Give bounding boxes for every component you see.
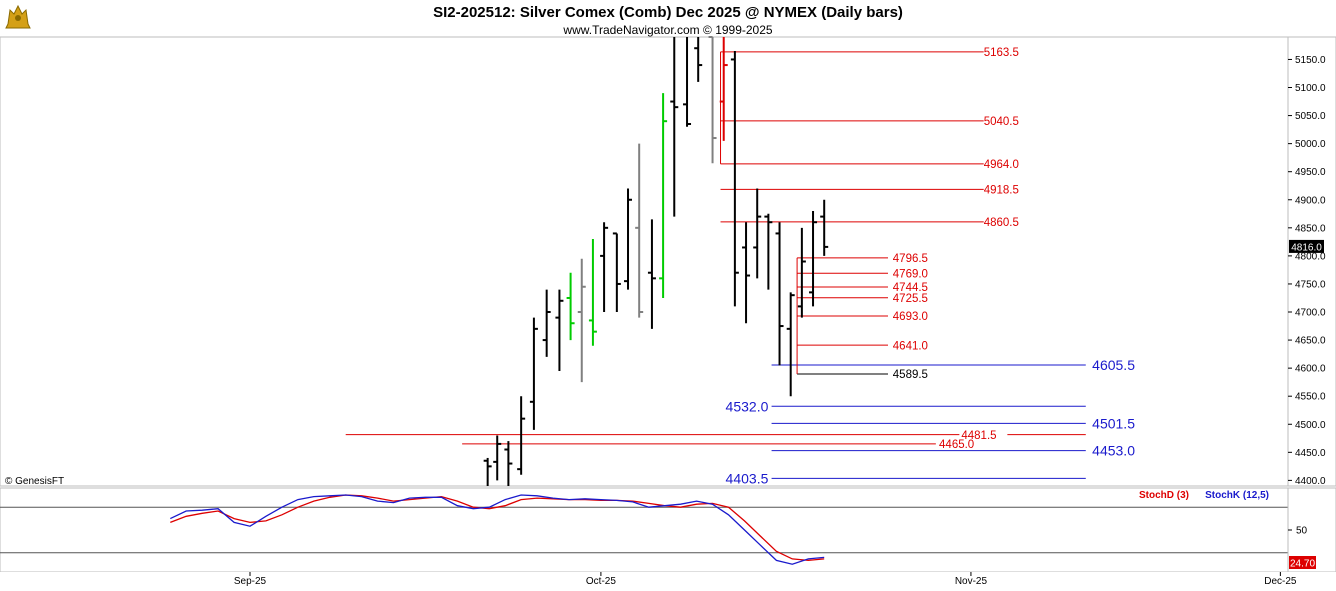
price-tick-label: 4650.0 <box>1295 336 1326 347</box>
ohlc-bar <box>694 37 703 82</box>
price-tick-label: 5050.0 <box>1295 111 1326 122</box>
level-label-4605.5: 4605.5 <box>1092 357 1135 373</box>
level-label-5040.5: 5040.5 <box>984 116 1019 128</box>
price-tick-label: 4400.0 <box>1295 476 1326 487</box>
date-tick-label: Oct-25 <box>586 576 616 587</box>
ohlc-bar <box>624 188 633 290</box>
level-label-4465.0: 4465.0 <box>939 439 974 451</box>
date-tick-label: Dec-25 <box>1264 576 1297 587</box>
ohlc-bar <box>786 292 795 397</box>
date-tick-label: Sep-25 <box>234 576 267 587</box>
golden-bull-icon <box>2 1 34 33</box>
price-tick-label: 5100.0 <box>1295 83 1326 94</box>
ohlc-bar <box>577 258 586 383</box>
price-bars <box>483 36 829 486</box>
ohlc-bar <box>647 219 656 329</box>
stoch-plot-area <box>0 487 1289 573</box>
level-label-5163.5: 5163.5 <box>984 47 1019 59</box>
ohlc-bar <box>764 213 773 290</box>
ohlc-bar <box>588 239 597 346</box>
level-label-4589.5: 4589.5 <box>893 369 928 381</box>
level-label-4481.5: 4481.5 <box>961 430 996 442</box>
price-tick-label: 4800.0 <box>1295 251 1326 262</box>
level-label-4725.5: 4725.5 <box>893 293 928 305</box>
level-label-4641.0: 4641.0 <box>893 340 928 352</box>
price-tick-label: 4700.0 <box>1295 308 1326 319</box>
level-label-4744.5: 4744.5 <box>893 282 928 294</box>
chart-title: SI2-202512: Silver Comex (Comb) Dec 2025… <box>433 4 903 21</box>
level-label-4964.0: 4964.0 <box>984 159 1019 171</box>
stoch-last-value: 24.70 <box>1290 559 1315 570</box>
price-tick-label: 4750.0 <box>1295 279 1326 290</box>
ohlc-bar <box>797 227 806 318</box>
ohlc-bar <box>555 289 564 371</box>
level-label-4532.0: 4532.0 <box>726 398 769 414</box>
ohlc-bar <box>483 457 492 486</box>
price-axis: 4400.0 4450.0 4500.0 4550.0 4600.0 4650.0 4700… <box>1287 36 1336 487</box>
price-tick-label: 4500.0 <box>1295 420 1326 431</box>
ohlc-bar <box>529 317 538 430</box>
stoch-series-d <box>170 494 825 562</box>
price-tick-label: 4550.0 <box>1295 392 1326 403</box>
level-label-4769.0: 4769.0 <box>893 268 928 280</box>
last-price-tag: 4816.0 <box>1289 239 1324 253</box>
stoch-reference-lines <box>0 506 1288 554</box>
chart-subtitle: www.TradeNavigator.com © 1999-2025 <box>562 23 772 37</box>
stoch-value-tag: 24.70 <box>1289 556 1316 570</box>
ohlc-bar <box>809 210 818 307</box>
ohlc-bar <box>504 441 513 486</box>
ohlc-bar <box>670 37 679 217</box>
level-label-4918.5: 4918.5 <box>984 185 1019 197</box>
price-tick-label: 4950.0 <box>1295 167 1326 178</box>
last-price-value: 4816.0 <box>1291 242 1322 253</box>
watermark: © GenesisFT <box>5 476 64 487</box>
price-tick-label: 4600.0 <box>1295 364 1326 375</box>
legend-stoch-k: StochK (12,5) <box>1205 490 1269 501</box>
price-tick-label: 4850.0 <box>1295 223 1326 234</box>
stoch-panel: StochD (3) StochK (12,5) 50 24.70 <box>0 487 1336 573</box>
price-tick-label: 4900.0 <box>1295 195 1326 206</box>
ohlc-bar <box>708 36 717 164</box>
ohlc-bar <box>683 37 692 127</box>
level-label-4501.5: 4501.5 <box>1092 415 1135 431</box>
stoch-axis-ticks: 50 <box>1288 526 1308 537</box>
level-label-4403.5: 4403.5 <box>726 470 769 486</box>
ohlc-bar <box>635 143 644 318</box>
stoch-legend: StochD (3) StochK (12,5) <box>1139 490 1269 501</box>
level-label-4796.5: 4796.5 <box>893 253 928 265</box>
date-axis: Sep-25 Oct-25 Nov-25 Dec-25 <box>0 572 1336 591</box>
header: SI2-202512: Silver Comex (Comb) Dec 2025… <box>2 1 903 37</box>
ohlc-bar <box>493 435 502 481</box>
price-tick-label: 4450.0 <box>1295 448 1326 459</box>
price-panel: 5163.5 5040.5 4964.0 4918.5 4860.5 4796.5 4769… <box>0 36 1289 487</box>
ohlc-bar <box>517 396 526 475</box>
ohlc-bar <box>659 93 668 298</box>
ohlc-bar <box>753 188 762 279</box>
ohlc-bar <box>742 222 751 324</box>
stoch-series-k <box>170 494 825 565</box>
price-levels: 5163.5 5040.5 4964.0 4918.5 4860.5 4796.5 4769… <box>345 47 1135 486</box>
ohlc-bar <box>566 272 575 341</box>
price-plot-area <box>0 36 1289 487</box>
ohlc-bar <box>542 289 551 357</box>
stoch-lines <box>170 494 825 565</box>
level-label-4693.0: 4693.0 <box>893 311 928 323</box>
ohlc-bar <box>612 232 621 313</box>
level-label-4453.0: 4453.0 <box>1092 443 1135 459</box>
level-label-bg <box>959 427 1008 442</box>
date-tick-label: Nov-25 <box>955 576 988 587</box>
ohlc-bar <box>719 37 728 141</box>
ohlc-bar <box>600 222 609 313</box>
price-tick-label: 5150.0 <box>1295 55 1326 66</box>
ohlc-bar <box>775 222 784 366</box>
price-axis-ticks: 4400.0 4450.0 4500.0 4550.0 4600.0 4650.0 4700… <box>1288 55 1326 487</box>
price-tick-label: 5000.0 <box>1295 139 1326 150</box>
legend-stoch-d: StochD (3) <box>1139 490 1189 501</box>
date-axis-ticks: Sep-25 Oct-25 Nov-25 Dec-25 <box>234 572 1297 587</box>
stoch-tick-label: 50 <box>1296 526 1308 537</box>
ohlc-bar <box>730 51 739 307</box>
ohlc-bar <box>820 199 829 256</box>
level-label-4860.5: 4860.5 <box>984 217 1019 229</box>
